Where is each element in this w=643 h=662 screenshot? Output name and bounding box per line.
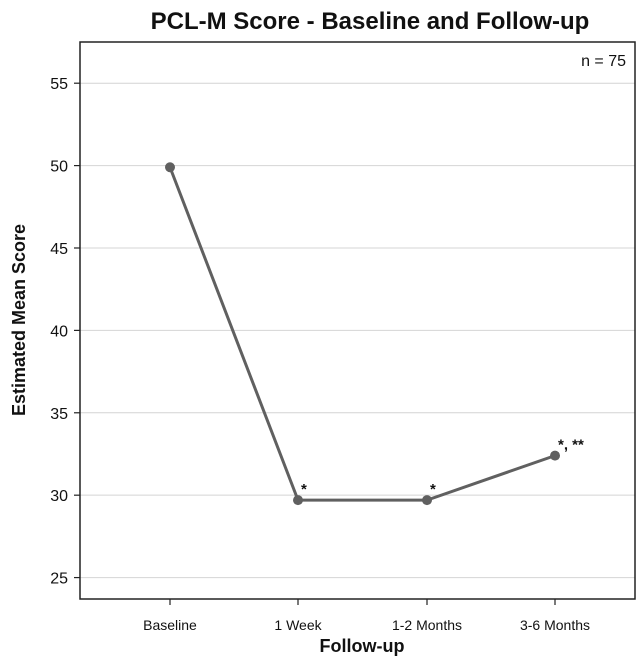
series-line-path [168,166,556,502]
sample-size-note: n = 75 [581,53,626,70]
x-axis-title: Follow-up [320,636,405,656]
data-point-1-2-months [422,495,432,506]
significance-annotations: * * *, ** [301,437,584,498]
data-point-baseline [165,162,175,173]
x-tick-label: 1 Week [274,617,322,633]
significance-annotation: * [301,481,307,498]
y-tick-label: 50 [50,159,68,176]
y-axis-title: Estimated Mean Score [9,224,29,416]
y-tick-label: 25 [50,571,68,588]
x-tick-label: 3-6 Months [520,617,590,633]
y-tick-label: 55 [50,76,68,93]
data-point-1-week [293,495,303,506]
series-line [165,162,560,506]
x-axis-ticks: Baseline 1 Week 1-2 Months 3-6 Months [143,599,590,633]
y-axis-ticks: 25 30 35 40 45 50 55 [50,76,80,588]
gridlines [80,82,635,579]
y-tick-label: 30 [50,488,68,505]
x-tick-label: Baseline [143,617,197,633]
data-point-3-6-months [550,450,560,461]
x-tick-label: 1-2 Months [392,617,462,633]
y-tick-label: 45 [50,241,68,258]
chart-title: PCL-M Score - Baseline and Follow-up [151,8,590,35]
significance-annotation: *, ** [558,437,584,454]
significance-annotation: * [430,481,436,498]
y-tick-label: 40 [50,323,68,340]
plot-frame [79,41,636,600]
y-tick-label: 35 [50,406,68,423]
